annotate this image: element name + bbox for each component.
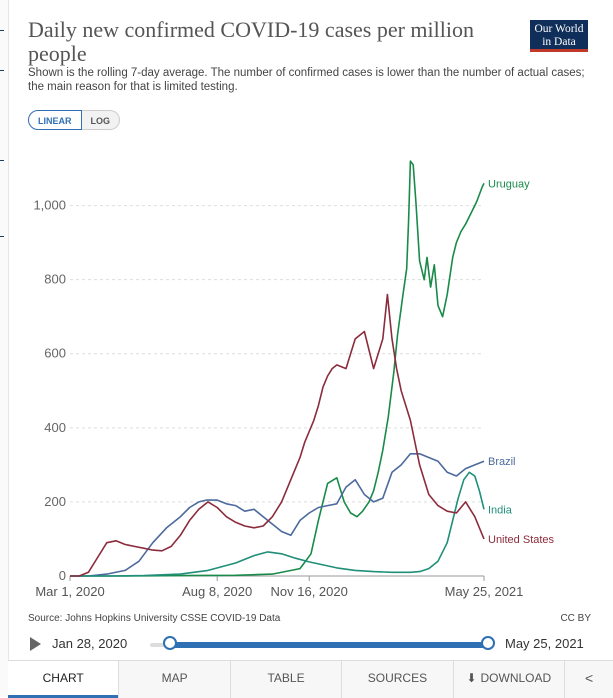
timeline-selected-range	[170, 642, 488, 648]
frame-tick	[0, 70, 4, 71]
line-chart: 0 200 400 600 800 1,000 Mar 1, 2020 Aug 8, 2020…	[33, 160, 555, 599]
download-icon: ⬇	[466, 671, 477, 685]
series-line-india	[70, 471, 485, 577]
timeline-start-label: Jan 28, 2020	[52, 636, 128, 651]
line-label-united-states: United States	[488, 534, 555, 546]
y-tick-label: 200	[44, 494, 66, 509]
left-frame-edge	[0, 0, 9, 697]
timeline-end-label: May 25, 2021	[505, 636, 584, 651]
scale-toggle: LINEAR LOG	[28, 110, 120, 130]
tab-table[interactable]: TABLE	[230, 661, 343, 698]
x-tick-label: Aug 8, 2020	[182, 584, 252, 599]
tab-download[interactable]: ⬇ DOWNLOAD	[453, 661, 566, 698]
share-icon: <	[584, 670, 594, 686]
series-line-brazil	[70, 452, 485, 577]
chart-subtitle: Shown is the rolling 7-day average. The …	[28, 67, 585, 93]
bottom-tab-bar: CHART MAP TABLE SOURCES ⬇ DOWNLOAD <	[8, 660, 613, 698]
y-tick-label: 800	[44, 272, 66, 287]
timeline-start-handle[interactable]	[163, 636, 177, 650]
download-label: DOWNLOAD	[480, 671, 552, 685]
logo-line-2: in Data	[542, 36, 576, 48]
y-tick-label: 600	[44, 346, 66, 361]
play-icon[interactable]	[30, 637, 41, 651]
series-line-uruguay	[70, 160, 485, 577]
line-label-uruguay: Uruguay	[488, 178, 530, 190]
tab-map[interactable]: MAP	[119, 661, 231, 698]
tab-sources[interactable]: SOURCES	[342, 661, 454, 698]
source-note[interactable]: Source: Johns Hopkins University CSSE CO…	[28, 613, 281, 624]
frame-tick	[0, 236, 4, 237]
x-tick-label: Nov 16, 2020	[271, 584, 348, 599]
x-tick-label: May 25, 2021	[445, 584, 524, 599]
license-label[interactable]: CC BY	[560, 613, 591, 624]
linear-scale-button[interactable]: LINEAR	[28, 110, 82, 130]
line-label-brazil: Brazil	[488, 456, 516, 468]
x-tick-label: Mar 1, 2020	[35, 584, 104, 599]
tab-chart[interactable]: CHART	[8, 661, 120, 698]
log-scale-button[interactable]: LOG	[81, 110, 120, 130]
y-tick-label: 1,000	[33, 198, 66, 213]
owid-logo[interactable]: Our World in Data	[530, 20, 588, 52]
series-line-united-states	[70, 293, 485, 577]
logo-line-1: Our World	[534, 23, 584, 35]
frame-tick	[0, 30, 4, 31]
frame-tick	[0, 160, 4, 161]
share-button[interactable]: <	[565, 661, 613, 698]
chart-title: Daily new confirmed COVID-19 cases per m…	[28, 17, 474, 66]
y-tick-label: 400	[44, 420, 66, 435]
y-tick-label: 0	[59, 568, 66, 583]
timeline-end-handle[interactable]	[481, 636, 495, 650]
line-label-india: India	[488, 504, 513, 516]
